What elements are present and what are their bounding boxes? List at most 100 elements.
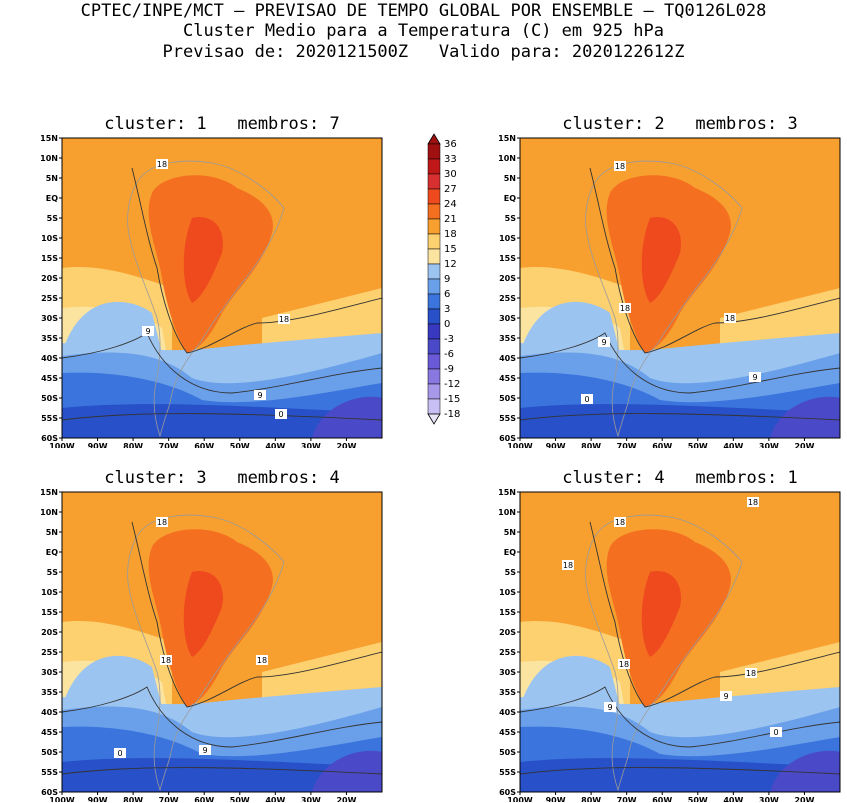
contour-label-bg	[747, 497, 759, 507]
colorbar-label: -6	[444, 349, 454, 360]
colorbar-segment	[427, 308, 441, 325]
colorbar-segment	[427, 218, 441, 235]
lat-label: 10N	[40, 154, 58, 163]
contour-label-bg	[749, 372, 761, 382]
lat-label: 15N	[40, 488, 58, 497]
lat-label: 20S	[41, 274, 58, 283]
lat-label: 15S	[499, 254, 516, 263]
contour-label-bg	[724, 313, 736, 323]
lon-label: 50W	[230, 442, 250, 448]
contour-label-bg	[581, 394, 593, 404]
contour-label-bg	[614, 517, 626, 527]
lon-label: 30W	[759, 796, 779, 802]
contour-9	[62, 332, 382, 394]
contour-label: 18	[620, 304, 630, 313]
contour-label: 18	[746, 669, 756, 678]
contour-9	[62, 686, 382, 748]
contour-label: 9	[601, 338, 606, 347]
map-frame	[61, 137, 383, 439]
field-yellow-east	[720, 288, 840, 348]
contour-label-bg	[256, 655, 268, 665]
lat-label: 25S	[499, 648, 516, 657]
lat-label: 30S	[499, 314, 516, 323]
contour-label: 18	[615, 518, 625, 527]
contour-label-bg	[604, 702, 616, 712]
colorbar-bottom-arrow	[427, 413, 441, 425]
contour-label: 18	[157, 518, 167, 527]
lon-label: 50W	[688, 442, 708, 448]
lon-label: 60W	[652, 796, 672, 802]
panel-4-title: cluster: 4 membros: 1	[562, 468, 798, 488]
lon-label: 30W	[301, 442, 321, 448]
contour-label-bg	[720, 691, 732, 701]
lat-label: 25S	[41, 648, 58, 657]
field-purple	[312, 396, 382, 438]
lon-label: 40W	[265, 442, 285, 448]
contour-label-bg	[156, 517, 168, 527]
lon-label: 40W	[723, 442, 743, 448]
colorbar-label: 9	[444, 274, 450, 285]
contour-label-bg	[619, 303, 631, 313]
contour-label: 9	[607, 703, 612, 712]
contour-label: 18	[563, 561, 573, 570]
header-title-line3: Previsao de: 2020121500Z Valido para: 20…	[162, 42, 685, 62]
contour-label-bg	[745, 668, 757, 678]
lat-label: EQ	[46, 548, 58, 557]
panel-3-map: 15N 10N 5N EQ 5S 10S 15S 20S 25S 30S 35S 40S 45S 50S 5…	[40, 488, 383, 802]
contour-label: 18	[257, 656, 267, 665]
lat-label: 20S	[499, 628, 516, 637]
lat-label: 5N	[46, 174, 58, 183]
contour-label-bg	[618, 659, 630, 669]
lat-label: 60S	[499, 434, 516, 443]
lat-label: 45S	[499, 374, 516, 383]
colorbar-segment	[427, 293, 441, 310]
lat-label: 50S	[41, 748, 58, 757]
lon-label: 60W	[194, 796, 214, 802]
contour-label-bg	[142, 326, 154, 336]
colorbar-segment	[427, 143, 441, 160]
colorbar-label: 12	[444, 259, 457, 270]
panel-2-title: cluster: 2 membros: 3	[562, 114, 798, 134]
lon-label: 20W	[336, 796, 356, 802]
lat-label: 50S	[499, 394, 516, 403]
colorbar-label: -12	[444, 379, 460, 390]
colorbar-top-arrow	[427, 133, 441, 145]
colorbar-segment	[427, 323, 441, 340]
colorbar-label: 27	[444, 184, 457, 195]
contour-9	[520, 332, 840, 394]
colorbar-segment	[427, 263, 441, 280]
panel-4-map: 15N 10N 5N EQ 5S 10S 15S 20S 25S 30S 35S 40S 45S 50S 5…	[498, 488, 841, 802]
lon-label: 90W	[88, 442, 108, 448]
contour-label: 18	[279, 315, 289, 324]
lon-label: 30W	[301, 796, 321, 802]
colorbar-segment	[427, 233, 441, 250]
lat-label: 15N	[498, 488, 516, 497]
contour-label-bg	[614, 161, 626, 171]
lat-label: 10N	[498, 154, 516, 163]
lat-label: 30S	[41, 314, 58, 323]
contour-label: 0	[278, 410, 283, 419]
contour-label-bg	[160, 655, 172, 665]
lat-label: 15S	[499, 608, 516, 617]
lon-label: 90W	[546, 442, 566, 448]
lat-label: 55S	[499, 768, 516, 777]
field-purple	[770, 396, 840, 438]
lat-label: 15N	[498, 134, 516, 143]
lon-label: 30W	[759, 442, 779, 448]
lon-label: 60W	[194, 442, 214, 448]
lon-label: 100W	[507, 442, 533, 448]
lon-label: 80W	[123, 442, 143, 448]
lat-label: 55S	[41, 768, 58, 777]
contour-18	[589, 521, 840, 708]
field-lightblue	[62, 301, 162, 353]
field-lightblue	[62, 655, 162, 707]
colorbar-label: 33	[444, 154, 457, 165]
lon-label: 80W	[581, 796, 601, 802]
lat-label: 10S	[41, 234, 58, 243]
lat-label: 10S	[499, 588, 516, 597]
lat-label: 10N	[498, 508, 516, 517]
contour-label: 9	[202, 746, 207, 755]
field-darkblue	[520, 404, 840, 438]
colorbar-segment	[427, 158, 441, 175]
